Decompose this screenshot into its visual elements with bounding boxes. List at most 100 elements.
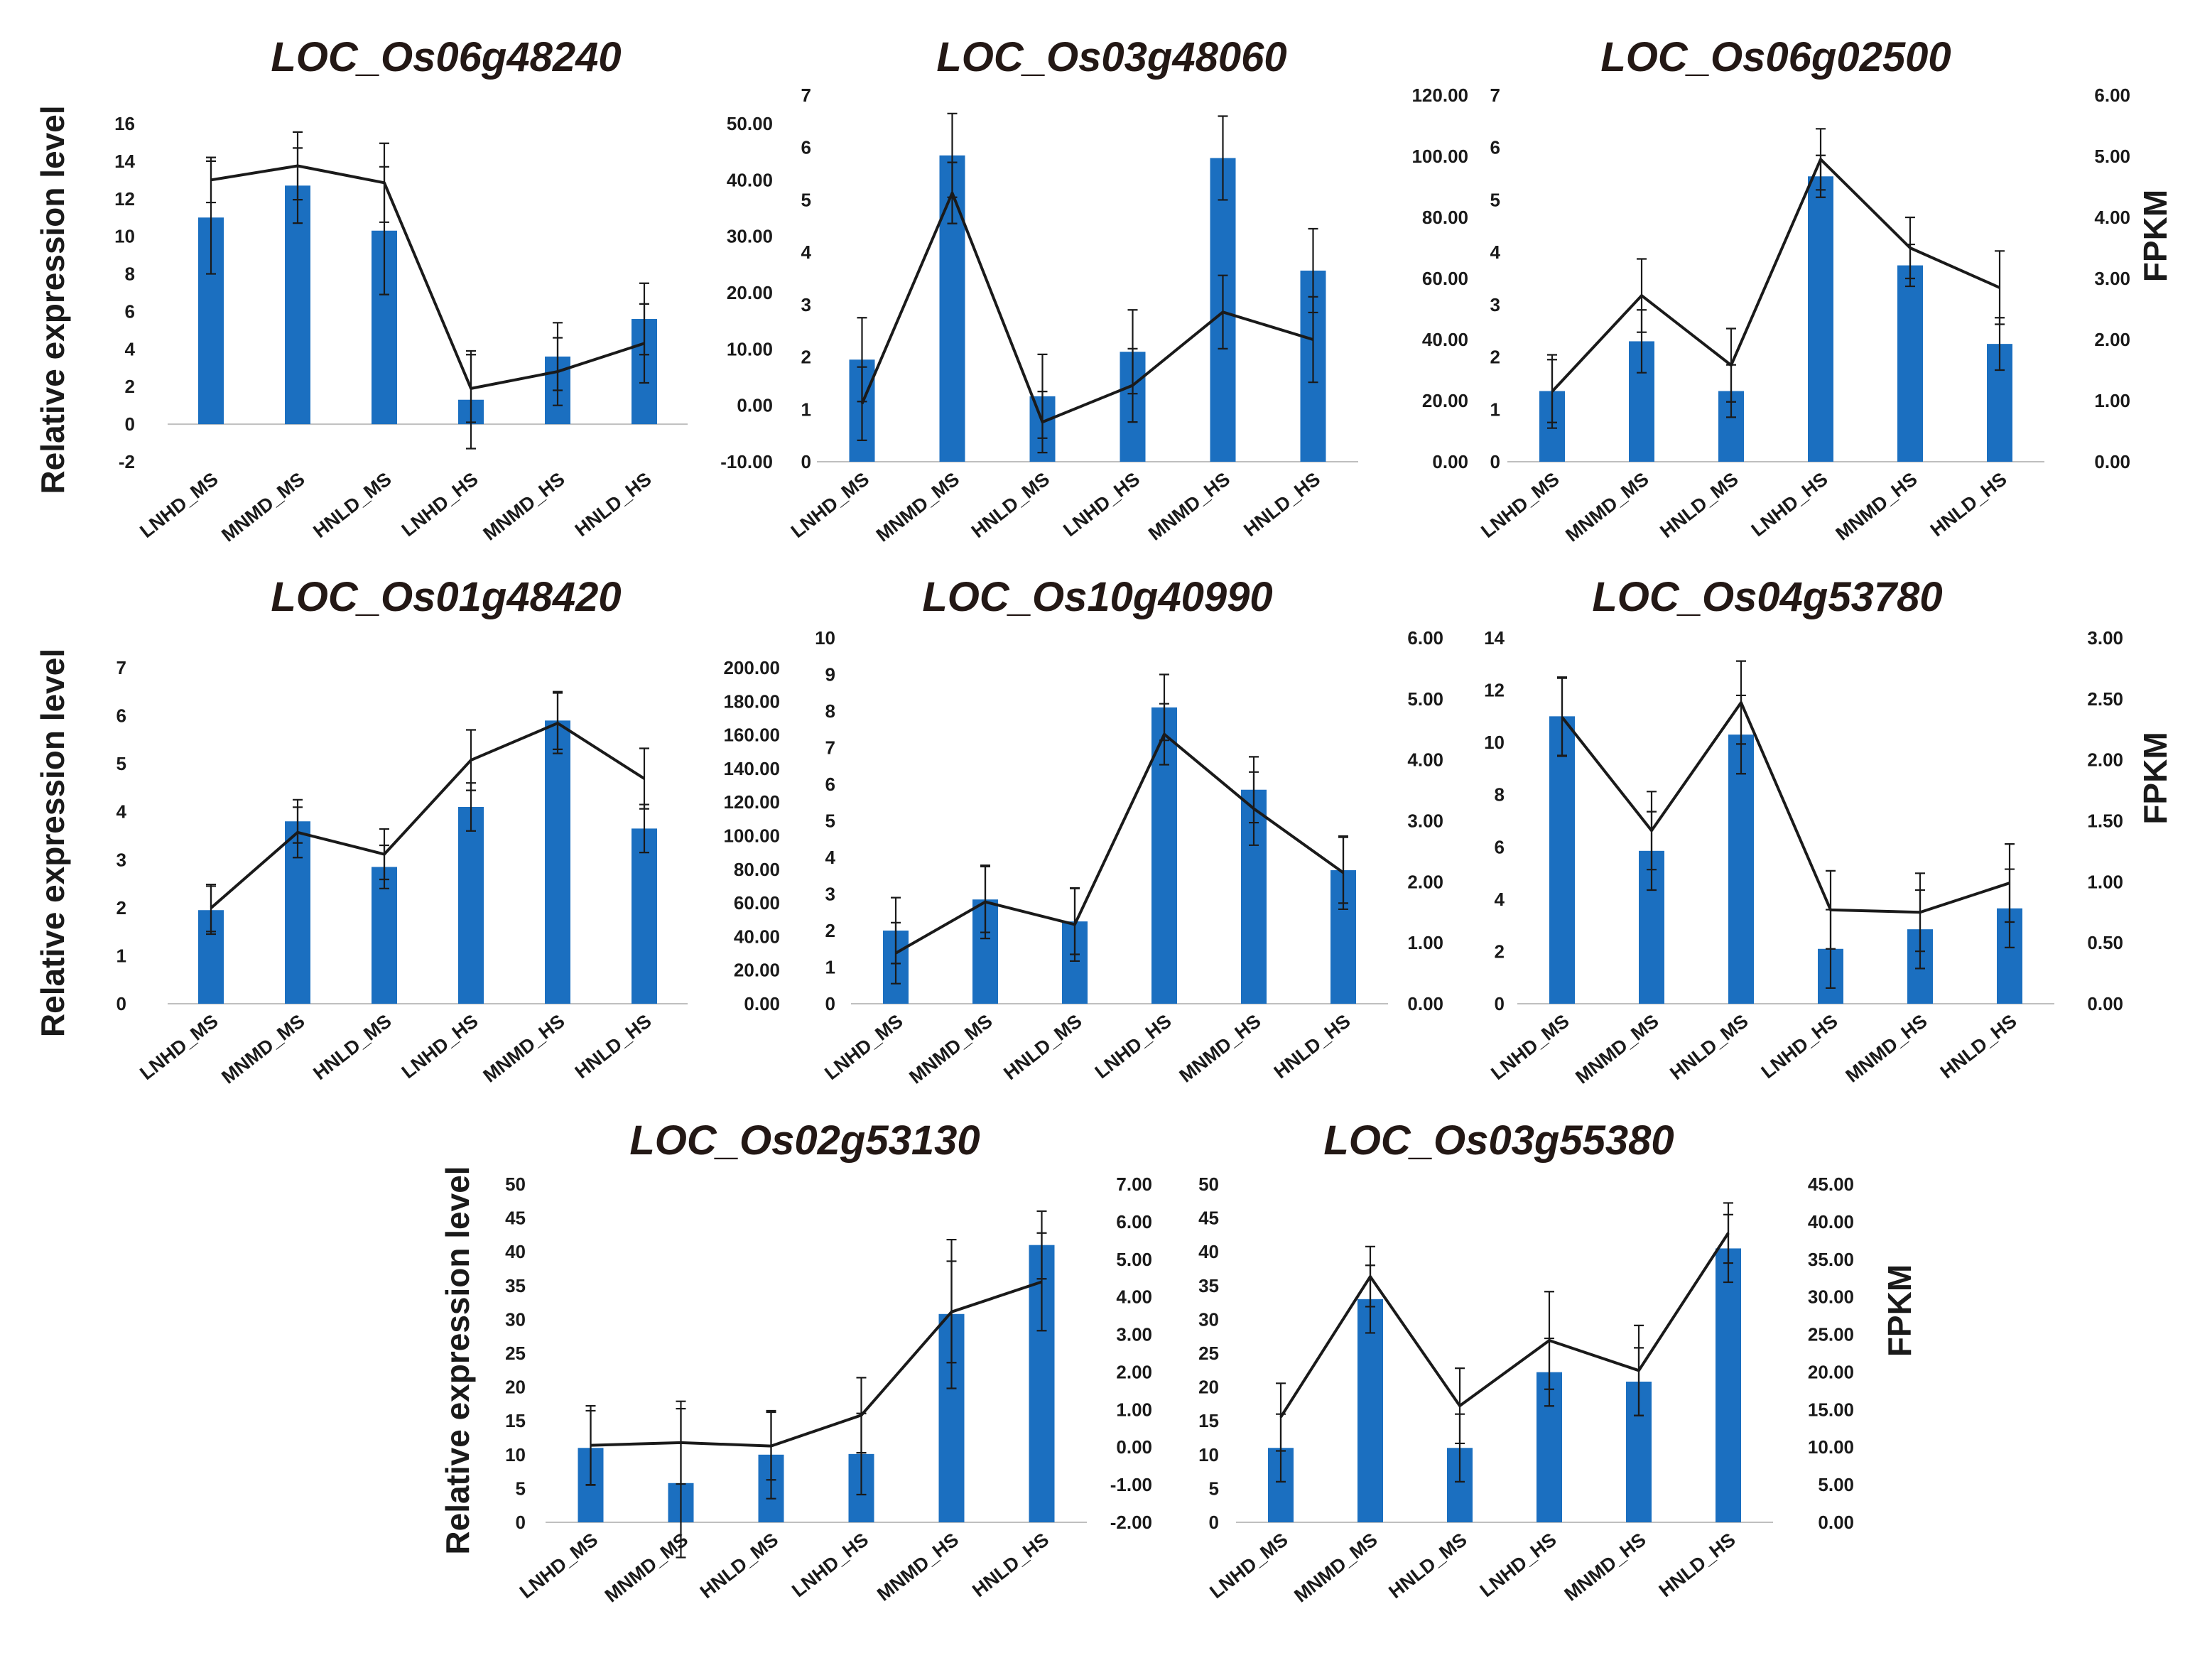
y2-tick-label: 50.00 bbox=[727, 113, 773, 134]
category-label: HNLD_HS bbox=[1926, 468, 2011, 541]
y2-tick-label: 2.00 bbox=[1116, 1361, 1152, 1382]
line-error-bar bbox=[947, 161, 958, 224]
y-tick-label: 14 bbox=[1484, 627, 1505, 649]
category-label: MNMD_HS bbox=[479, 468, 569, 545]
category-label: LNHD_HS bbox=[1091, 1010, 1176, 1083]
category-label: HNLD_MS bbox=[309, 468, 395, 542]
fpkm-line bbox=[210, 722, 646, 909]
y-tick-label: 10 bbox=[1484, 732, 1505, 753]
y2-tick-label: -10.00 bbox=[720, 451, 773, 472]
y2-axis-label: FPKM bbox=[2137, 732, 2174, 824]
y-tick-label: 6 bbox=[825, 774, 835, 795]
y2-tick-label: 3.00 bbox=[2087, 627, 2123, 649]
y2-tick-label: 6.00 bbox=[1116, 1211, 1152, 1232]
line-error-bar bbox=[1826, 869, 1836, 950]
line-error-bar bbox=[1723, 1202, 1733, 1264]
line-error-bar bbox=[1037, 391, 1048, 454]
y2-tick-label: 5.00 bbox=[2094, 146, 2130, 167]
line-error-bar bbox=[466, 729, 476, 791]
category-label: HNLD_MS bbox=[309, 1010, 395, 1084]
y-tick-label: 2 bbox=[125, 376, 135, 397]
y-tick-label: 0 bbox=[801, 451, 811, 472]
line-error-bar bbox=[2005, 843, 2015, 923]
y-tick-label: 15 bbox=[1198, 1410, 1219, 1431]
chart-title: LOC_Os02g53130 bbox=[629, 1117, 980, 1164]
y-tick-label: 7 bbox=[801, 85, 811, 106]
chart-panel: LOC_Os06g02500 0 1 2 3 4 5 6 7 0.00 1.00 2.00 3.00 4.… bbox=[1477, 34, 2174, 546]
y-tick-label: 1 bbox=[825, 957, 835, 978]
y-tick-label: 2 bbox=[825, 920, 835, 941]
y-tick-label: 6 bbox=[1490, 137, 1500, 158]
category-label: LNHD_HS bbox=[1059, 468, 1144, 541]
line-error-bar bbox=[1637, 258, 1647, 333]
fpkm-line bbox=[210, 164, 645, 390]
y2-tick-label: 4.00 bbox=[2094, 207, 2130, 228]
category-label: MNMD_MS bbox=[905, 1010, 996, 1088]
fpkm-line bbox=[860, 191, 1314, 424]
y-axis-label: Relative expression level bbox=[34, 649, 71, 1037]
y-tick-label: 35 bbox=[505, 1275, 526, 1296]
y-tick-label: 50 bbox=[505, 1174, 526, 1195]
y-tick-label: 8 bbox=[825, 700, 835, 722]
y2-tick-label: 200.00 bbox=[723, 657, 780, 678]
y-tick-label: 8 bbox=[125, 264, 135, 285]
fpkm-line bbox=[1551, 158, 2000, 393]
y2-tick-label: 140.00 bbox=[723, 758, 780, 779]
category-label: MNMD_HS bbox=[479, 1010, 569, 1087]
y2-tick-label: 30.00 bbox=[1808, 1286, 1854, 1308]
y-tick-label: 6 bbox=[116, 705, 126, 727]
y2-tick-label: 7.00 bbox=[1116, 1174, 1152, 1195]
line-error-bar bbox=[293, 131, 303, 201]
y2-tick-label: 60.00 bbox=[1422, 268, 1468, 289]
category-label: MNMD_MS bbox=[1561, 468, 1652, 546]
y2-tick-label: 20.00 bbox=[727, 282, 773, 303]
category-label: HNLD_MS bbox=[696, 1529, 782, 1603]
y2-tick-label: 120.00 bbox=[723, 791, 780, 813]
y-tick-label: 7 bbox=[825, 737, 835, 759]
y-tick-label: 4 bbox=[1495, 889, 1505, 910]
y-tick-label: 4 bbox=[125, 338, 136, 359]
line-error-bar bbox=[1070, 887, 1080, 963]
bar bbox=[285, 185, 310, 425]
y2-tick-label: 0.00 bbox=[1407, 993, 1443, 1014]
line-error-bar bbox=[1127, 347, 1138, 423]
line-error-bar bbox=[891, 921, 901, 985]
y-tick-label: 5 bbox=[801, 189, 811, 210]
y-tick-label: 6 bbox=[801, 137, 811, 158]
y-tick-label: 4 bbox=[801, 242, 812, 263]
y2-tick-label: 3.00 bbox=[1116, 1324, 1152, 1345]
y2-tick-label: 5.00 bbox=[1116, 1249, 1152, 1270]
y2-tick-label: 10.00 bbox=[1808, 1436, 1854, 1458]
y2-tick-label: 0.00 bbox=[1116, 1436, 1152, 1458]
category-label: LNHD_HS bbox=[1757, 1010, 1842, 1083]
line-error-bar bbox=[1308, 296, 1318, 384]
bar bbox=[632, 828, 657, 1004]
y-tick-label: 0 bbox=[1209, 1512, 1219, 1533]
line-error-bar bbox=[1634, 1324, 1644, 1416]
line-error-bar bbox=[553, 692, 563, 754]
y2-tick-label: 40.00 bbox=[1808, 1211, 1854, 1232]
line-error-bar bbox=[676, 1400, 686, 1485]
y-tick-label: 4 bbox=[825, 847, 836, 868]
line-error-bar bbox=[1218, 274, 1228, 349]
chart-title: LOC_Os03g55380 bbox=[1323, 1117, 1674, 1164]
y-tick-label: 12 bbox=[114, 188, 135, 210]
y-tick-label: 45 bbox=[505, 1208, 526, 1229]
y-tick-label: 5 bbox=[516, 1478, 526, 1499]
y-tick-label: 2 bbox=[1490, 347, 1500, 368]
category-label: MNMD_HS bbox=[1176, 1010, 1265, 1087]
line-error-bar bbox=[1647, 791, 1657, 871]
bar-error-bar bbox=[1218, 115, 1228, 201]
line-error-bar bbox=[379, 828, 389, 881]
y2-tick-label: 0.00 bbox=[1818, 1512, 1854, 1533]
y-tick-label: 1 bbox=[116, 945, 126, 966]
y2-tick-label: 4.00 bbox=[1116, 1286, 1152, 1308]
y-tick-label: 0 bbox=[825, 993, 835, 1014]
y-tick-label: 6 bbox=[1495, 836, 1505, 857]
y-tick-label: 3 bbox=[1490, 294, 1500, 315]
category-label: LNHD_MS bbox=[787, 468, 873, 542]
category-label: LNHD_HS bbox=[398, 1010, 482, 1083]
y-tick-label: 12 bbox=[1484, 680, 1505, 701]
y-tick-label: 5 bbox=[116, 753, 126, 774]
category-label: HNLD_MS bbox=[1666, 1010, 1752, 1084]
